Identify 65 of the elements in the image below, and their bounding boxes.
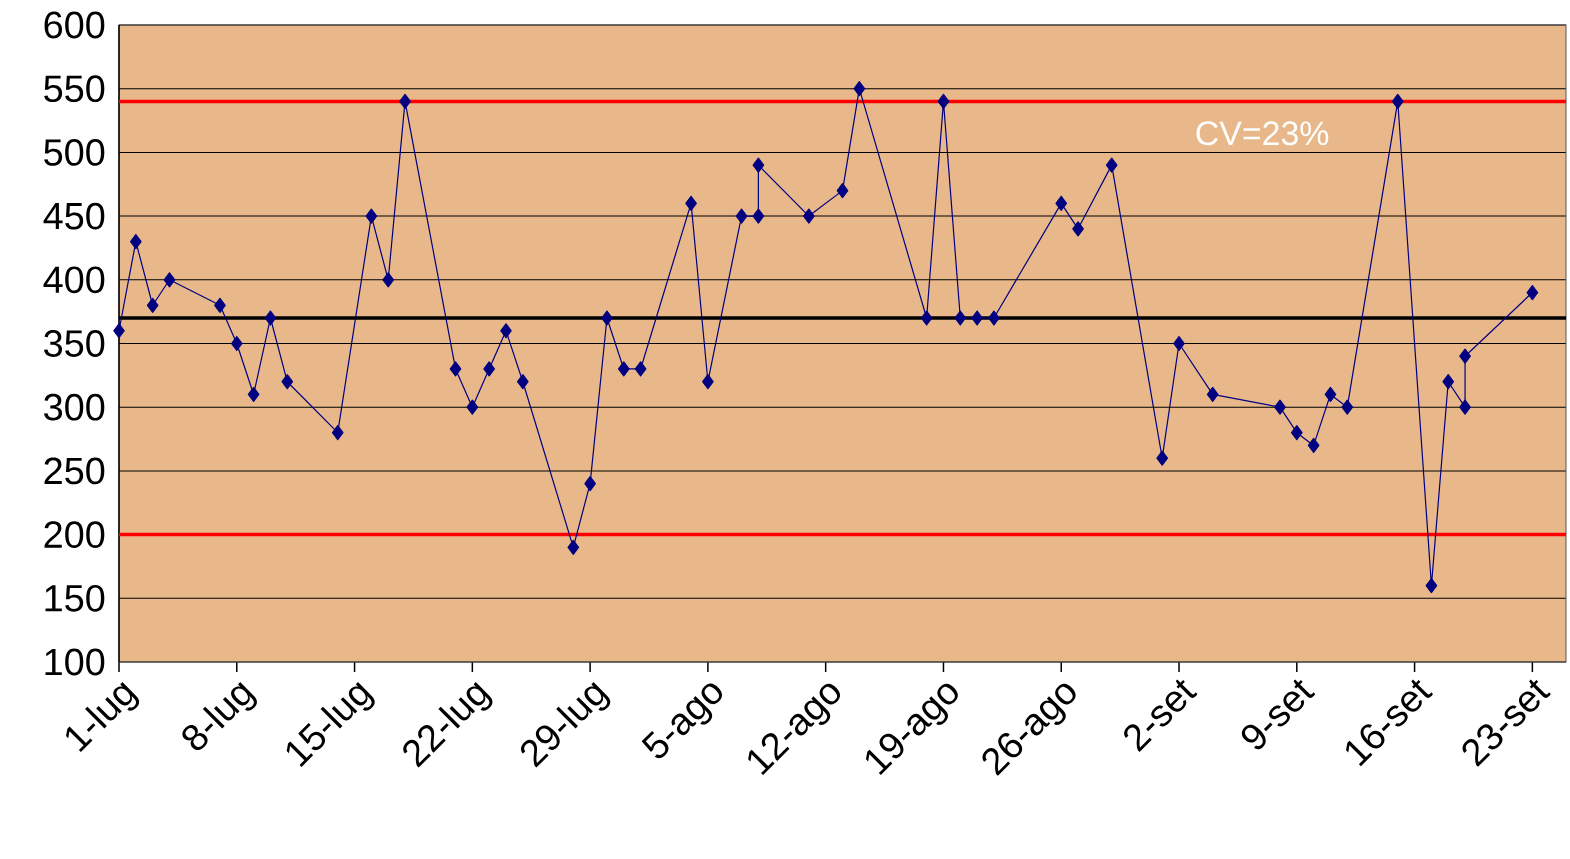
y-tick-label: 350 [44, 330, 105, 357]
point [1072, 221, 1084, 237]
point [735, 208, 748, 224]
y-tick-label: 200 [44, 521, 105, 548]
y-tick-label: 450 [43, 202, 105, 230]
y-tick-label: 100 [45, 648, 105, 676]
point [449, 361, 462, 377]
point [584, 476, 596, 492]
point [954, 310, 967, 326]
point [920, 310, 933, 326]
point [113, 323, 125, 339]
point [500, 323, 512, 339]
point [264, 310, 277, 326]
point [281, 374, 294, 390]
point [1055, 195, 1068, 211]
y-tick-label: 500 [44, 138, 105, 166]
point [971, 310, 983, 326]
point [516, 374, 529, 390]
point [1105, 157, 1118, 173]
point [685, 195, 697, 211]
point [1307, 437, 1320, 454]
y-tick-label: 400 [43, 266, 105, 294]
y-tick-label: 600 [44, 11, 105, 39]
point [1324, 386, 1337, 403]
point [146, 297, 159, 313]
point [601, 310, 613, 326]
point [988, 310, 1000, 326]
point [752, 157, 765, 173]
annotation: CV=23% [1196, 121, 1329, 146]
point [803, 208, 815, 224]
point [1526, 284, 1539, 301]
point [365, 208, 378, 224]
point [853, 81, 866, 97]
point [466, 399, 479, 415]
point [634, 361, 647, 377]
point [1425, 577, 1438, 594]
point [331, 425, 344, 441]
point [214, 297, 226, 313]
point [567, 539, 580, 555]
point [1156, 450, 1169, 466]
point [399, 93, 411, 110]
point [382, 272, 395, 288]
y-tick-label: 250 [44, 457, 105, 485]
point [230, 335, 243, 352]
point [1206, 386, 1219, 403]
point [1274, 399, 1286, 415]
point [702, 374, 714, 390]
point [752, 208, 765, 224]
point [1290, 425, 1303, 441]
point [247, 386, 260, 403]
point [937, 93, 950, 110]
y-tick-label: 550 [44, 75, 105, 103]
y-tick-label: 150 [45, 584, 105, 612]
point [836, 183, 849, 199]
point [483, 361, 496, 377]
point [1459, 399, 1471, 415]
point [1391, 93, 1404, 110]
point [1341, 399, 1354, 415]
point [163, 272, 176, 288]
point [129, 233, 142, 250]
y-tick-label: 300 [44, 393, 105, 421]
point [1173, 335, 1185, 352]
point [1442, 374, 1455, 390]
point [617, 361, 630, 377]
point [1459, 348, 1471, 364]
